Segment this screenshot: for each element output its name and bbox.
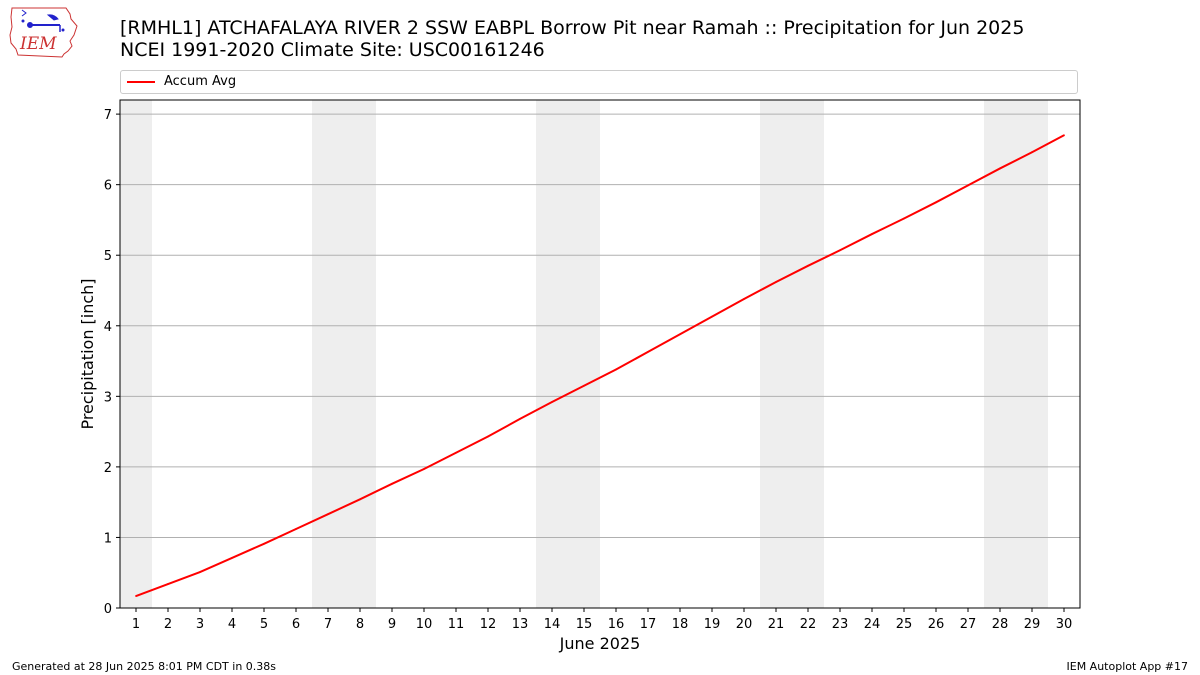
x-tick-label: 27 xyxy=(960,617,977,632)
x-tick-label: 16 xyxy=(608,617,625,632)
data-point xyxy=(903,217,905,220)
y-axis-label: Precipitation [inch] xyxy=(78,278,97,429)
weekend-band xyxy=(120,100,152,608)
legend-label: Accum Avg xyxy=(164,74,237,89)
y-tick-label: 4 xyxy=(104,320,112,335)
app-credit: IEM Autoplot App #17 xyxy=(1066,660,1189,673)
data-point xyxy=(519,418,521,420)
x-tick-label: 24 xyxy=(864,617,881,632)
y-tick-label: 2 xyxy=(104,461,112,476)
chart-title: [RMHL1] ATCHAFALAYA RIVER 2 SSW EABPL Bo… xyxy=(120,17,1025,39)
data-point xyxy=(231,557,233,559)
data-point xyxy=(615,368,617,371)
x-tick-label: 19 xyxy=(704,617,721,632)
y-tick-label: 0 xyxy=(104,602,112,617)
x-tick-label: 15 xyxy=(576,617,593,632)
weather-station-icon xyxy=(21,9,65,32)
x-tick-label: 10 xyxy=(416,617,433,632)
data-point xyxy=(199,571,201,573)
x-tick-label: 13 xyxy=(512,617,529,632)
data-point xyxy=(455,451,457,454)
x-tick-label: 23 xyxy=(832,617,849,632)
data-point xyxy=(583,384,585,387)
x-tick-label: 30 xyxy=(1056,617,1073,632)
x-tick-label: 5 xyxy=(260,617,268,632)
x-tick-label: 20 xyxy=(736,617,753,632)
x-tick-label: 6 xyxy=(292,617,300,632)
data-point xyxy=(935,201,937,204)
data-point xyxy=(807,264,809,267)
series-line-accum-avg xyxy=(135,134,1065,597)
data-point xyxy=(871,233,873,235)
x-tick-label: 4 xyxy=(228,617,236,632)
y-tick-label: 1 xyxy=(104,531,112,546)
data-point xyxy=(423,468,425,470)
data-point xyxy=(135,595,137,597)
legend: Accum Avg xyxy=(120,70,1078,94)
y-tick-label: 6 xyxy=(104,179,112,194)
weekend-band xyxy=(984,100,1048,608)
data-point xyxy=(487,435,489,438)
y-tick-label: 5 xyxy=(104,249,112,264)
chart-subtitle: NCEI 1991-2020 Climate Site: USC00161246 xyxy=(120,39,545,61)
x-tick-label: 11 xyxy=(448,617,465,632)
weekend-band xyxy=(536,100,600,608)
weekend-band xyxy=(760,100,824,608)
x-tick-label: 21 xyxy=(768,617,785,632)
x-tick-label: 12 xyxy=(480,617,497,632)
x-tick-label: 22 xyxy=(800,617,817,632)
plot-area xyxy=(120,100,1080,608)
x-tick-label: 28 xyxy=(992,617,1009,632)
data-point xyxy=(679,333,681,336)
x-tick-label: 18 xyxy=(672,617,689,632)
x-tick-label: 26 xyxy=(928,617,945,632)
data-point xyxy=(327,513,329,516)
x-tick-label: 17 xyxy=(640,617,657,632)
data-point xyxy=(967,184,969,187)
x-tick-label: 3 xyxy=(196,617,204,632)
iowa-state-outline-icon xyxy=(9,7,78,58)
data-point xyxy=(1031,151,1033,154)
x-tick-label: 9 xyxy=(388,617,396,632)
legend-line-swatch xyxy=(127,81,155,83)
data-point xyxy=(295,528,297,530)
x-tick-label: 1 xyxy=(132,617,140,632)
data-point xyxy=(743,298,745,300)
plot-frame xyxy=(119,99,1081,609)
x-tick-label: 7 xyxy=(324,617,332,632)
logo-text: IEM xyxy=(19,34,57,54)
generated-timestamp: Generated at 28 Jun 2025 8:01 PM CDT in … xyxy=(12,660,277,673)
data-point xyxy=(999,167,1001,170)
iem-logo: IEM xyxy=(9,7,78,58)
data-point xyxy=(1063,134,1065,137)
x-tick-label: 25 xyxy=(896,617,913,632)
x-tick-label: 29 xyxy=(1024,617,1041,632)
data-point xyxy=(391,482,393,485)
data-point xyxy=(647,350,649,353)
x-tick-label: 8 xyxy=(356,617,364,632)
data-point xyxy=(775,281,777,283)
data-point xyxy=(263,542,265,545)
weekend-band xyxy=(312,100,376,608)
x-tick-label: 14 xyxy=(544,617,561,632)
x-axis-label: June 2025 xyxy=(559,634,641,653)
y-tick-label: 7 xyxy=(104,108,112,123)
data-point xyxy=(167,583,169,585)
data-point xyxy=(551,401,553,403)
data-point xyxy=(359,498,361,501)
y-tick-label: 3 xyxy=(104,390,112,405)
data-point xyxy=(711,315,713,318)
x-tick-label: 2 xyxy=(164,617,172,632)
data-point xyxy=(839,249,841,252)
